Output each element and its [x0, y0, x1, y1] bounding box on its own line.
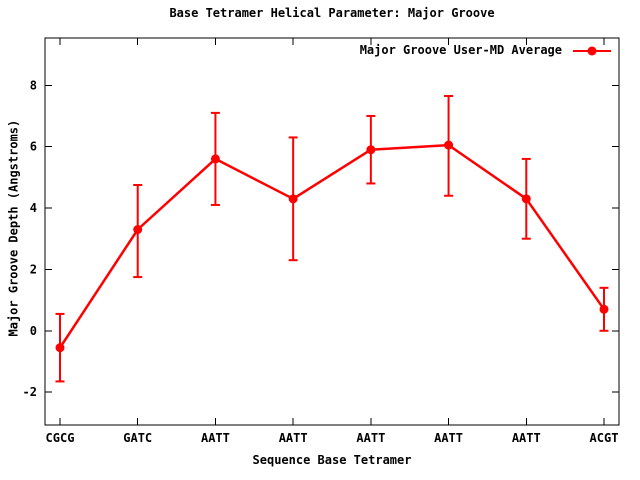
x-tick-label: ACGT: [590, 431, 619, 445]
y-tick-label: 6: [30, 140, 37, 154]
y-tick-label: 8: [30, 78, 37, 92]
y-tick-label: 2: [30, 262, 37, 276]
plot-border: [44, 37, 620, 426]
x-tick-label: AATT: [201, 431, 230, 445]
legend-marker: [573, 46, 611, 55]
data-point: [133, 225, 143, 235]
data-point: [55, 343, 65, 353]
legend-series-label: Major Groove User-MD Average: [359, 43, 562, 57]
data-point: [444, 140, 454, 150]
x-tick-label: GATC: [123, 431, 152, 445]
legend-point-sample: [587, 46, 597, 55]
data-point: [521, 194, 531, 204]
data-line: [58, 143, 606, 349]
x-tick-label: CGCG: [46, 431, 75, 445]
data-point: [366, 145, 376, 155]
y-tick-label: 0: [30, 324, 37, 338]
data-point: [210, 154, 220, 164]
data-point: [288, 194, 298, 204]
x-tick-label: AATT: [512, 431, 541, 445]
x-tick-label: AATT: [356, 431, 385, 445]
x-tick-label: AATT: [434, 431, 463, 445]
x-axis-label: Sequence Base Tetramer: [252, 453, 412, 467]
y-tick-label: -2: [23, 385, 37, 399]
chart-title: Base Tetramer Helical Parameter: Major G…: [169, 6, 495, 20]
y-tick-label: 4: [30, 201, 37, 215]
legend: Major Groove User-MD Average: [360, 43, 612, 58]
data-point: [599, 304, 609, 314]
x-tick-label: AATT: [279, 431, 308, 445]
